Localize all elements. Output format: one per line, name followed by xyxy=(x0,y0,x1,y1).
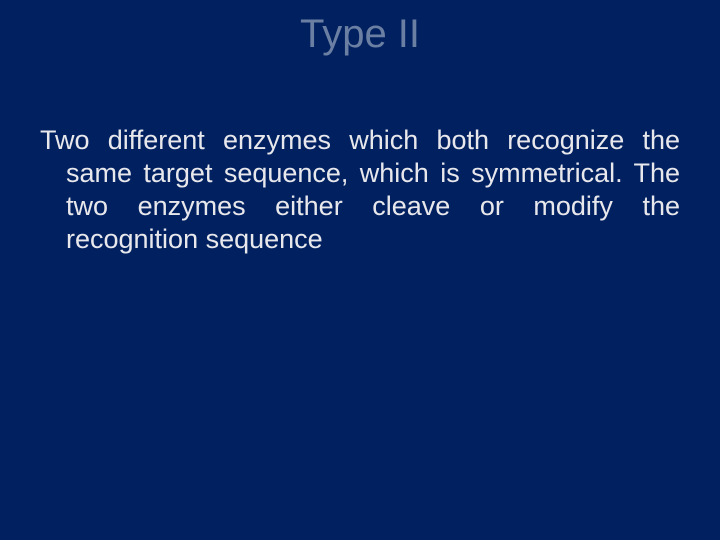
slide-body-text: Two different enzymes which both recogni… xyxy=(40,124,680,256)
slide-title: Type II xyxy=(0,12,720,57)
slide-container: Type II Two different enzymes which both… xyxy=(0,0,720,540)
